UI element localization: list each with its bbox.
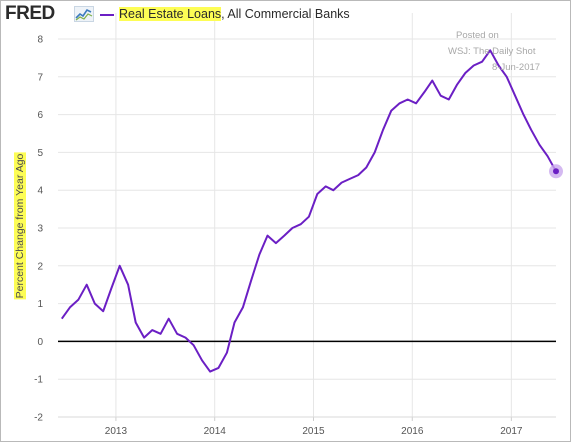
legend-series-rest: , All Commercial Banks: [221, 7, 350, 21]
watermark-line-2: WSJ: The Daily Shot: [448, 46, 536, 57]
x-tick-label: 2016: [401, 426, 424, 437]
y-tick-label: 4: [37, 186, 43, 197]
x-tick-label: 2013: [105, 426, 128, 437]
fred-logo[interactable]: FRED: [5, 3, 55, 24]
y-tick-label: 8: [37, 35, 43, 46]
x-tick-label: 2017: [500, 426, 523, 437]
watermark: Posted on WSJ: The Daily Shot 8-Jun-2017: [448, 30, 540, 73]
grid: [58, 13, 556, 418]
y-tick-label: -1: [34, 375, 43, 386]
y-tick-label: -2: [34, 413, 43, 424]
x-tick-label: 2015: [302, 426, 325, 437]
x-tick-label: 2014: [204, 426, 227, 437]
y-tick-label: 7: [37, 72, 43, 83]
watermark-line-3: 8-Jun-2017: [492, 62, 540, 73]
legend-swatch: [100, 14, 114, 16]
sparkline-chart-icon: [74, 6, 94, 22]
y-tick-label: 3: [37, 224, 43, 235]
watermark-line-1: Posted on: [456, 30, 499, 41]
legend-entry[interactable]: Real Estate Loans, All Commercial Banks: [119, 6, 350, 23]
y-axis-label: Percent Change from Year Ago: [14, 152, 26, 300]
chart-header: FRED Real Estate Loans, All Commercial B…: [5, 3, 565, 25]
y-tick-label: 5: [37, 148, 43, 159]
y-tick-label: 6: [37, 110, 43, 121]
legend-series-highlight: Real Estate Loans: [119, 7, 222, 21]
y-tick-label: 2: [37, 261, 43, 272]
axes: -2 -1 0 1 2 3 4 5 6 7 8 2013 2014 2015 2016 2017: [34, 35, 556, 437]
end-point-marker: [553, 168, 559, 175]
series-line: [60, 49, 557, 373]
series-layer: [60, 49, 563, 373]
y-tick-label: 1: [37, 299, 43, 310]
y-axis-label-wrap: Percent Change from Year Ago: [10, 150, 30, 302]
y-tick-label: 0: [37, 337, 43, 348]
